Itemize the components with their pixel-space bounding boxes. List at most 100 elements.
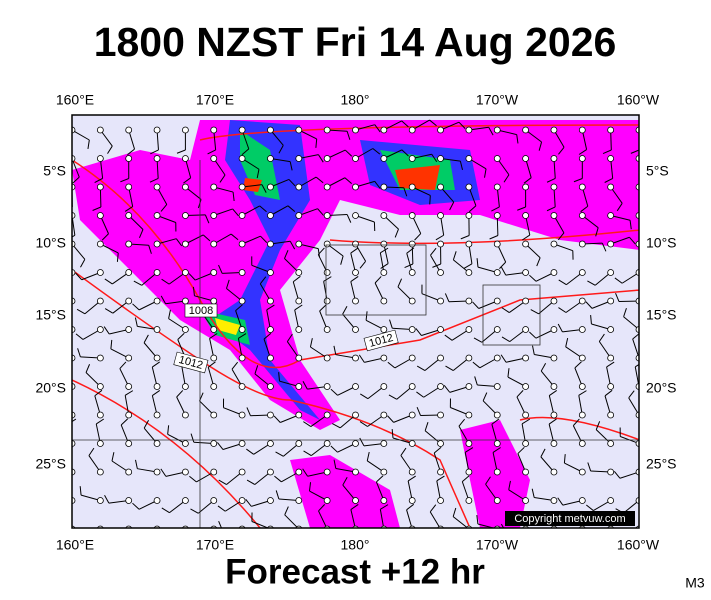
barb-station [323, 155, 331, 162]
barb-station [380, 212, 388, 219]
barb-flag [503, 174, 510, 183]
barb-flag [529, 532, 536, 538]
map-code: M3 [685, 575, 705, 591]
barb-staff [72, 329, 73, 331]
barb-flag [148, 245, 152, 254]
barb-flag [391, 428, 394, 439]
barb-station [522, 155, 529, 162]
barb-flag [342, 306, 348, 315]
barb-flag [435, 234, 444, 241]
barb-station [96, 468, 104, 476]
barb-station [210, 183, 218, 191]
barb-flag [508, 480, 511, 490]
barb-flag [546, 206, 556, 212]
barb-station [493, 126, 501, 134]
barb-station [210, 240, 218, 248]
barb-station [352, 497, 359, 504]
barb-flag [565, 337, 569, 347]
barb-station [493, 383, 501, 390]
barb-station [465, 126, 473, 134]
barb-flag [259, 205, 267, 213]
barb-flag [346, 214, 352, 223]
barb-station [578, 383, 586, 390]
barb-flag [107, 145, 113, 154]
barb-flag [429, 504, 437, 513]
barb-staff [477, 523, 496, 528]
barb-station [96, 126, 104, 134]
barb-flag [532, 345, 535, 355]
barb-station [522, 269, 529, 276]
barb-station [465, 326, 473, 333]
barb-flag [149, 178, 159, 183]
barb-station [181, 212, 189, 219]
barb-flag [333, 345, 337, 355]
barb-station [493, 269, 501, 276]
barb-station [295, 354, 303, 362]
barb-station [295, 411, 303, 419]
barb-station [238, 240, 246, 248]
barb-flag [332, 423, 341, 429]
barb-station [352, 297, 359, 305]
barb-station [607, 497, 615, 504]
barb-flag [161, 507, 170, 514]
barb-flag [319, 304, 327, 312]
barb-flag [452, 507, 457, 517]
barb-flag [344, 177, 352, 185]
barb-flag [94, 177, 103, 184]
barb-flag [574, 361, 582, 369]
barb-flag [350, 276, 359, 282]
barb-station [607, 525, 614, 528]
barb-flag [254, 365, 259, 375]
barb-flag [87, 139, 90, 149]
barb-flag [275, 451, 284, 457]
barb-station [380, 440, 388, 447]
barb-station [238, 354, 246, 362]
barb-flag [401, 120, 409, 128]
barb-flag [168, 309, 171, 319]
barb-flag [190, 433, 195, 443]
barb-flag [260, 235, 268, 243]
barb-flag [226, 279, 230, 289]
barb-flag [72, 176, 80, 184]
barb-flag [120, 418, 129, 426]
barb-station [465, 525, 473, 528]
barb-flag [120, 178, 129, 183]
barb-flag [401, 149, 409, 157]
barb-station [153, 468, 161, 476]
barb-station [408, 411, 416, 419]
barb-station [352, 440, 359, 447]
barb-station [550, 155, 558, 162]
barb-station [323, 126, 331, 134]
barb-staff [638, 187, 639, 188]
barb-flag [484, 168, 487, 178]
barb-flag [630, 149, 639, 154]
barb-station [607, 183, 615, 191]
barb-flag [374, 276, 382, 284]
barb-flag [132, 303, 140, 311]
barb-flag [572, 418, 580, 426]
barb-flag [143, 420, 149, 429]
barb-station [323, 297, 331, 305]
barb-station [153, 297, 161, 305]
lat-label: 5°S [43, 163, 66, 179]
barb-station [550, 383, 558, 390]
barb-flag [372, 148, 381, 155]
barb-station [607, 155, 615, 162]
barb-flag [444, 334, 453, 341]
barb-flag [188, 273, 196, 281]
barb-flag [387, 361, 396, 369]
barb-flag [177, 332, 185, 340]
barb-flag [500, 354, 507, 363]
barb-station [153, 354, 161, 362]
barb-station [437, 126, 444, 134]
lon-label: 160°E [56, 92, 94, 108]
barb-station [380, 326, 388, 333]
barb-staff [638, 214, 639, 216]
barb-station [352, 468, 359, 476]
barb-flag [445, 365, 454, 371]
barb-station [323, 269, 331, 276]
barb-flag [416, 391, 424, 398]
barb-flag [578, 149, 587, 155]
barb-flag [433, 446, 442, 454]
barb-flag [559, 537, 567, 542]
